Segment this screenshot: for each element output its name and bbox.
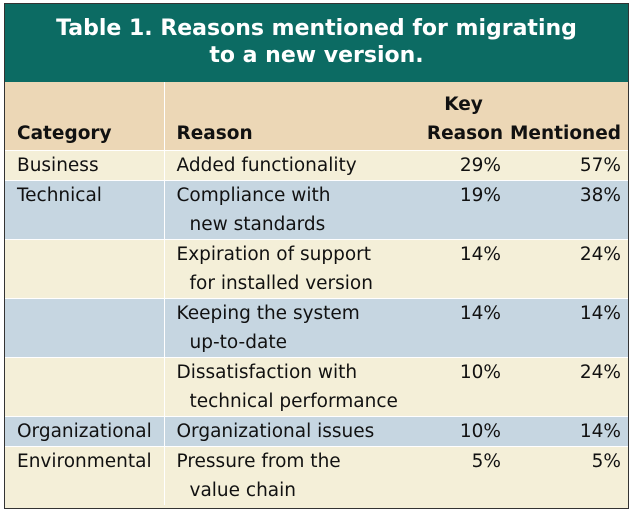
reason-line-2: for installed version (189, 273, 373, 294)
key-reason-cell: 10% (412, 416, 509, 447)
header-key-line-1: Key (444, 94, 483, 115)
category-cell: Environmental (5, 446, 164, 505)
table-row: Expiration of support for installed versi… (5, 239, 628, 299)
table-row: Dissatisfaction with technical performanc… (5, 357, 628, 417)
reason-cell: Dissatisfaction with technical performanc… (163, 357, 412, 417)
reason-line-1: Compliance with (176, 185, 331, 206)
header-mentioned: Mentioned (509, 82, 628, 151)
reason-cell: Keeping the system up-to-date (163, 298, 412, 358)
reason-line-1: Organizational issues (176, 421, 375, 442)
reason-line-1: Added functionality (176, 155, 357, 176)
reasons-table: Category Reason Key Reason Mentioned Bus… (5, 82, 628, 505)
key-reason-cell: 14% (412, 239, 509, 299)
mentioned-cell: 38% (509, 180, 628, 240)
table-row: Technical Compliance with new standards 19%… (5, 180, 628, 240)
key-reason-cell: 19% (412, 180, 509, 240)
table-row: Environmental Pressure from the value chai… (5, 446, 628, 505)
category-cell (5, 298, 164, 358)
reason-line-2: technical performance (189, 391, 398, 412)
mentioned-cell: 14% (509, 416, 628, 447)
key-reason-cell: 5% (412, 446, 509, 505)
table-row: Organizational Organizational issues 10% 14… (5, 416, 628, 447)
category-cell: Business (5, 150, 164, 181)
table-frame: Table 1. Reasons mentioned for migrating… (4, 3, 629, 509)
reason-line-1: Pressure from the (176, 451, 341, 472)
header-key-reason: Key Reason (412, 82, 509, 151)
reason-line-2: up-to-date (189, 332, 287, 353)
mentioned-cell: 5% (509, 446, 628, 505)
key-reason-cell: 14% (412, 298, 509, 358)
table-title: Table 1. Reasons mentioned for migrating… (5, 4, 628, 82)
header-reason: Reason (163, 82, 412, 151)
category-cell (5, 357, 164, 417)
reason-line-1: Keeping the system (176, 303, 360, 324)
category-cell (5, 239, 164, 299)
table-title-line-1: Table 1. Reasons mentioned for migrating (56, 16, 577, 41)
category-cell: Organizational (5, 416, 164, 447)
reason-line-2: new standards (189, 214, 326, 235)
reason-line-2: value chain (189, 480, 297, 501)
mentioned-cell: 57% (509, 150, 628, 181)
table-row: Keeping the system up-to-date 14% 14% (5, 298, 628, 358)
reason-cell: Expiration of support for installed versi… (163, 239, 412, 299)
reason-line-1: Dissatisfaction with (176, 362, 358, 383)
table-row: Business Added functionality 29% 57% (5, 150, 628, 181)
header-row: Category Reason Key Reason Mentioned (5, 82, 628, 151)
table-body: Business Added functionality 29% 57% Technic… (5, 150, 628, 505)
header-key-line-2: Reason (426, 123, 503, 144)
reason-cell: Compliance with new standards (163, 180, 412, 240)
reason-line-1: Expiration of support (176, 244, 372, 265)
header-category: Category (5, 82, 164, 151)
category-cell: Technical (5, 180, 164, 240)
key-reason-cell: 10% (412, 357, 509, 417)
key-reason-cell: 29% (412, 150, 509, 181)
mentioned-cell: 14% (509, 298, 628, 358)
mentioned-cell: 24% (509, 357, 628, 417)
reason-cell: Added functionality (163, 150, 412, 181)
reason-cell: Pressure from the value chain (163, 446, 412, 505)
reason-cell: Organizational issues (163, 416, 412, 447)
mentioned-cell: 24% (509, 239, 628, 299)
table-title-line-2: to a new version. (209, 43, 424, 68)
